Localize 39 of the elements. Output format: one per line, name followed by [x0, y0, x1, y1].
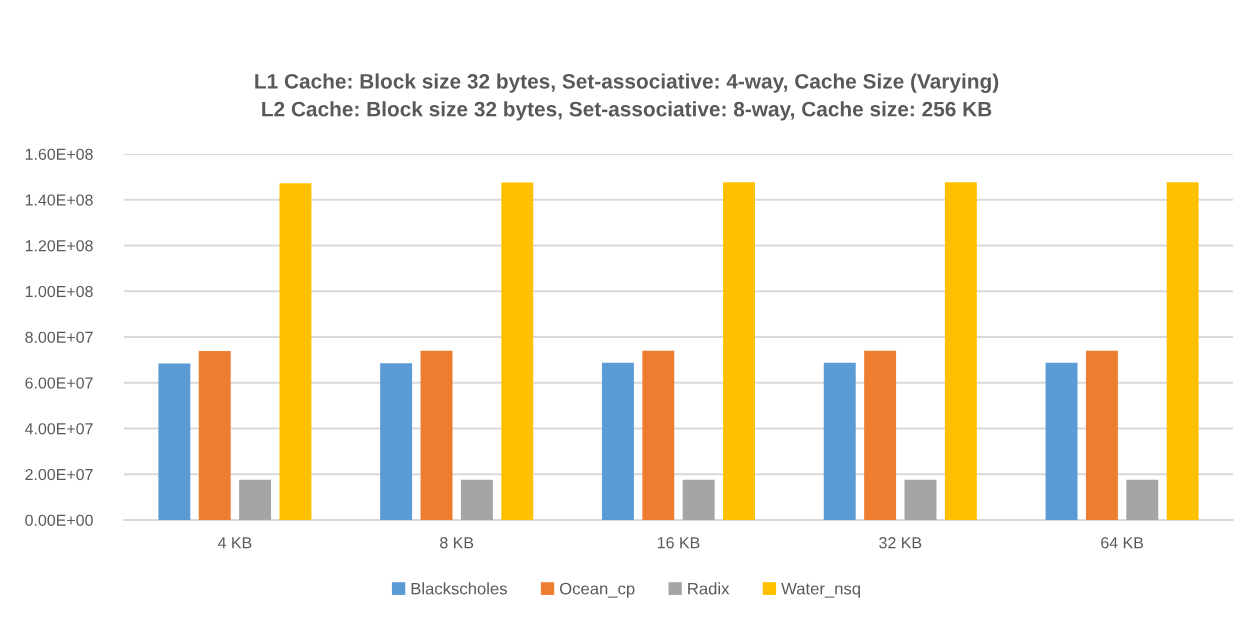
y-tick-label: 4.00E+07	[24, 423, 93, 435]
bar	[864, 350, 897, 520]
bar	[198, 350, 231, 520]
bar	[642, 350, 675, 520]
legend-label: Water_nsq	[781, 582, 861, 598]
bar	[1166, 182, 1199, 520]
y-tick-label: 1.40E+08	[25, 194, 93, 206]
bar	[239, 479, 272, 520]
x-tick-label: 16 KB	[657, 537, 700, 549]
bar	[158, 363, 191, 520]
bar	[460, 479, 493, 520]
bar	[1085, 350, 1118, 520]
legend-label: Radix	[688, 582, 730, 595]
bar	[1045, 362, 1078, 520]
y-tick-label: 2.00E+07	[25, 468, 93, 481]
bar	[420, 350, 453, 520]
y-tick-label: 1.20E+08	[25, 240, 93, 252]
chart-title: L1 Cache: Block size 32 bytes, Set-associative: 4-way, Cache Size (Varying) L2 Cache: Block size 32 bytes, Set-associative: 8-way, Cache size: 256 KB	[255, 73, 999, 121]
bar	[944, 182, 977, 520]
x-tick-label: 4 KB	[217, 537, 252, 549]
bar	[682, 479, 715, 520]
bar	[501, 182, 534, 520]
bar	[904, 479, 937, 520]
bar	[380, 363, 413, 520]
bar	[279, 183, 312, 520]
y-tick-label: 8.00E+07	[25, 331, 93, 343]
y-tick-label: 1.60E+08	[25, 148, 93, 160]
bar	[1126, 479, 1159, 520]
x-tick-label: 8 KB	[440, 537, 474, 549]
bar	[723, 182, 756, 520]
bar	[823, 362, 856, 520]
x-tick-label: 64 KB	[1101, 537, 1144, 549]
x-tick-label: 32 KB	[879, 537, 922, 549]
bar	[601, 362, 634, 520]
legend-label: Ocean_cp	[559, 582, 635, 598]
y-tick-label: 0.00E+00	[25, 514, 93, 526]
y-tick-label: 6.00E+07	[25, 377, 93, 389]
legend-label: Blackscholes	[411, 582, 507, 595]
y-tick-label: 1.00E+08	[25, 285, 93, 298]
